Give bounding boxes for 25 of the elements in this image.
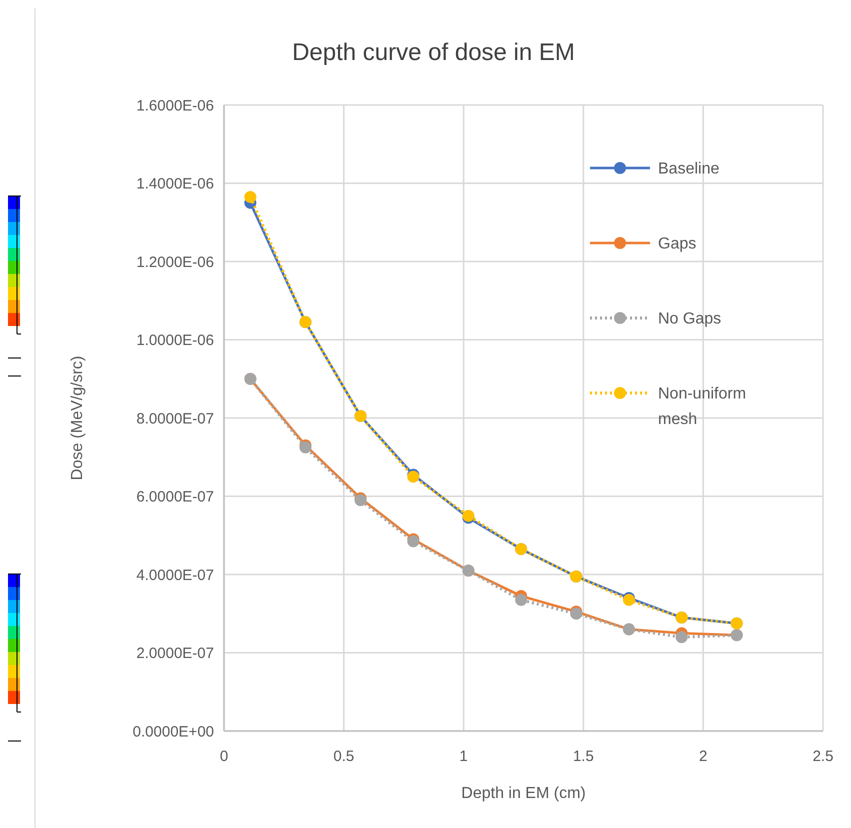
x-tick-label: 1 bbox=[459, 748, 468, 765]
legend-label: Baseline bbox=[658, 160, 720, 178]
x-tick-label: 2.5 bbox=[812, 748, 834, 765]
y-tick-label: 8.0000E-07 bbox=[136, 410, 214, 428]
point bbox=[515, 594, 528, 606]
y-tick-label: 4.0000E-07 bbox=[136, 566, 214, 584]
point bbox=[676, 631, 688, 644]
y-tick-label: 0.0000E+00 bbox=[132, 723, 214, 740]
y-tick-label: 2.0000E-07 bbox=[136, 645, 214, 662]
y-axis-title: Dose (MeV/g/src) bbox=[69, 356, 86, 480]
legend-label: Gaps bbox=[658, 236, 696, 253]
y-tick-label: 1.6000E-06 bbox=[136, 97, 214, 114]
x-tick-label: 0.5 bbox=[333, 748, 354, 765]
x-axis-title: Depth in EM (cm) bbox=[461, 785, 586, 802]
y-tick-label: 1.0000E-06 bbox=[136, 332, 214, 349]
x-tick-label: 2 bbox=[699, 748, 708, 765]
x-tick-label: 1.5 bbox=[572, 748, 594, 765]
legend-label: Non-uniform mesh bbox=[658, 386, 746, 428]
y-tick-label: 1.4000E-06 bbox=[136, 176, 214, 192]
point bbox=[244, 190, 256, 203]
x-tick-label: 0 bbox=[220, 748, 228, 765]
y-tick-label: 6.0000E-07 bbox=[136, 488, 214, 506]
legend-label: No Gaps bbox=[658, 310, 722, 328]
chart-title: Depth curve of dose in EM bbox=[292, 39, 575, 66]
y-tick-label: 1.2000E-06 bbox=[136, 254, 214, 271]
